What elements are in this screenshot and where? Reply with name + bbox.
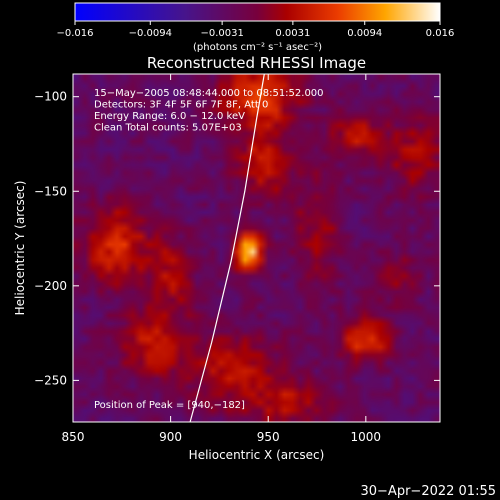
info-line-counts: Clean Total counts: 5.07E+03: [94, 123, 242, 134]
colorbar: [74, 2, 441, 22]
y-tick-label: −150: [34, 184, 67, 198]
info-line-time: 15−May−2005 08:48:44.000 to 08:51:52.000: [94, 88, 324, 99]
plot-frame: [72, 73, 441, 423]
x-tick-label: 950: [257, 430, 280, 444]
y-tick-label: −100: [34, 90, 67, 104]
x-tick-label: 850: [62, 430, 85, 444]
colorbar-unit-label: (photons cm⁻² s⁻¹ asec⁻²): [193, 42, 322, 53]
colorbar-tick-label: −0.016: [56, 28, 93, 39]
x-tick-label: 900: [159, 430, 182, 444]
x-axis: 850 900 950 1000: [62, 74, 382, 444]
heatmap-image: [73, 74, 440, 422]
x-tick-label: 1000: [351, 430, 382, 444]
x-axis-label: Heliocentric X (arcsec): [189, 448, 325, 462]
y-tick-label: −200: [34, 279, 67, 293]
colorbar-ticks: −0.016 −0.0094 −0.0031 0.0031 0.0094 0.016: [56, 21, 454, 39]
colorbar-tick-label: 0.0031: [275, 28, 310, 39]
info-line-detectors: Detectors: 3F 4F 5F 6F 7F 8F, Att 0: [94, 100, 268, 111]
solar-limb-line: [189, 74, 265, 422]
info-line-energy: Energy Range: 6.0 − 12.0 keV: [94, 111, 245, 122]
chart-title: Reconstructed RHESSI Image: [147, 54, 366, 72]
colorbar-tick-label: 0.0094: [347, 28, 382, 39]
colorbar-tick-label: −0.0094: [129, 28, 172, 39]
render-timestamp: 30−Apr−2022 01:55: [361, 484, 497, 499]
peak-position-label: Position of Peak = [940,−182]: [94, 400, 245, 411]
y-tick-label: −250: [34, 373, 67, 387]
colorbar-tick-label: −0.0031: [200, 28, 243, 39]
y-axis: −100 −150 −200 −250: [34, 90, 440, 387]
info-text-block: 15−May−2005 08:48:44.000 to 08:51:52.000…: [94, 88, 324, 134]
colorbar-tick-label: 0.016: [426, 28, 455, 39]
y-axis-label: Heliocentric Y (arcsec): [13, 181, 27, 316]
